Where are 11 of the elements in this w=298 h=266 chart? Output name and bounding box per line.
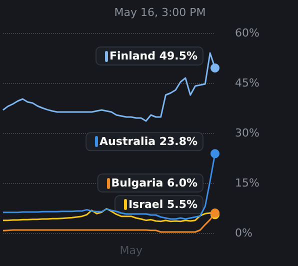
- text: Australia 23.8%: [100, 135, 198, 148]
- text: Israel 5.5%: [128, 198, 198, 212]
- y-tick-label: 45%: [235, 76, 260, 90]
- y-tick-label: 30%: [235, 126, 260, 140]
- text: Finland 49.5%: [109, 50, 198, 62]
- chart-title: May 16, 3:00 PM: [114, 6, 206, 19]
- x-tick-label: May: [120, 244, 144, 257]
- y-tick-label: 0%: [235, 226, 252, 240]
- y-tick-label: 15%: [235, 176, 260, 190]
- text: Bulgaria 6.0%: [111, 176, 198, 190]
- y-tick-label: 60%: [235, 26, 260, 40]
